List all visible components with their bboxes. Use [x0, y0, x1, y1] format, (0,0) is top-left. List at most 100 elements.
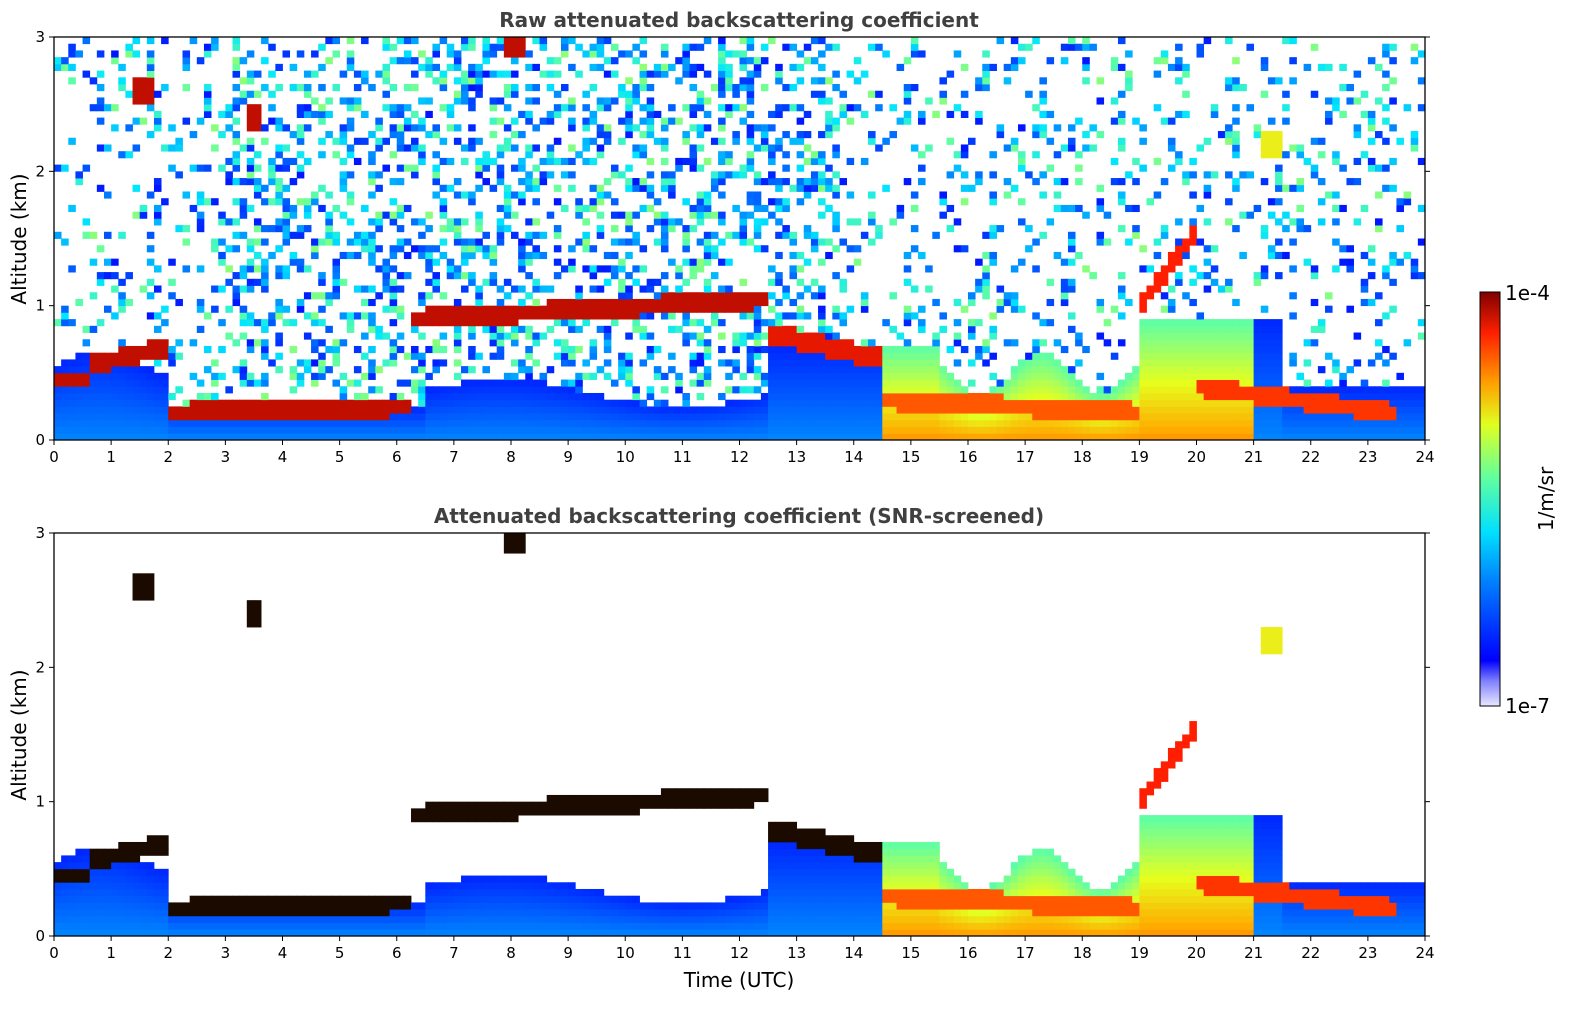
heatmap-cell: [725, 426, 733, 434]
heatmap-cell: [1289, 77, 1297, 85]
heatmap-cell: [496, 406, 505, 414]
heatmap-cell: [289, 419, 298, 427]
heatmap-cell: [282, 50, 291, 58]
heatmap-cell: [1096, 406, 1105, 414]
heatmap-cell: [118, 151, 126, 159]
x-tick-label: 19: [1130, 448, 1149, 466]
heatmap-cell: [275, 312, 283, 320]
heatmap-cell: [353, 426, 362, 434]
heatmap-cell: [375, 137, 383, 145]
heatmap-cell: [411, 379, 419, 387]
heatmap-cell: [503, 312, 512, 320]
heatmap-cell: [689, 366, 698, 374]
heatmap-cell: [368, 84, 376, 92]
heatmap-cell: [746, 137, 755, 145]
heatmap-cell: [746, 191, 755, 199]
heatmap-cell: [1339, 406, 1347, 414]
heatmap-cell: [610, 419, 619, 427]
heatmap-cell: [82, 386, 91, 394]
heatmap-cell: [82, 339, 91, 347]
heatmap-cell: [796, 137, 805, 145]
x-tick-label: 2: [163, 448, 173, 466]
heatmap-cell: [639, 285, 648, 293]
heatmap-cell: [153, 882, 162, 890]
heatmap-cell: [1103, 392, 1112, 401]
heatmap-cell: [603, 137, 612, 145]
heatmap-cell: [775, 379, 783, 387]
heatmap-cell: [796, 251, 805, 260]
heatmap-cell: [889, 131, 897, 139]
heatmap-cell: [296, 50, 305, 58]
heatmap-cell: [496, 218, 505, 226]
heatmap-cell: [882, 419, 890, 427]
heatmap-cell: [382, 137, 391, 145]
heatmap-cell: [1296, 225, 1305, 233]
heatmap-cell: [903, 433, 912, 440]
heatmap-cell: [1382, 104, 1390, 112]
heatmap-cell: [1189, 366, 1197, 374]
heatmap-cell: [903, 251, 912, 260]
heatmap-cell: [153, 285, 162, 293]
heatmap-cell: [503, 332, 512, 340]
heatmap-cell: [1325, 97, 1333, 105]
heatmap-cell: [1217, 359, 1226, 367]
heatmap-cell: [732, 84, 740, 92]
heatmap-cell: [346, 198, 355, 206]
heatmap-cell: [146, 63, 155, 71]
heatmap-cell: [68, 413, 76, 421]
heatmap-cell: [518, 433, 526, 440]
heatmap-cell: [982, 399, 990, 407]
heatmap-cell: [1003, 298, 1012, 307]
heatmap-cell: [246, 137, 255, 145]
heatmap-cell: [346, 379, 355, 387]
heatmap-cell: [175, 922, 183, 930]
heatmap-cell: [868, 426, 876, 434]
heatmap-cell: [868, 386, 876, 394]
heatmap-cell: [103, 855, 112, 863]
heatmap-cell: [375, 265, 383, 273]
heatmap-cell: [211, 426, 219, 434]
heatmap-cell: [1025, 406, 1033, 414]
heatmap-cell: [1417, 386, 1425, 394]
heatmap-cell: [996, 37, 1005, 45]
heatmap-cell: [625, 77, 633, 85]
heatmap-cell: [1267, 151, 1276, 159]
heatmap-cell: [646, 191, 655, 199]
heatmap-cell: [168, 929, 176, 936]
heatmap-cell: [75, 848, 83, 856]
heatmap-cell: [946, 426, 955, 434]
heatmap-cell: [346, 57, 355, 65]
heatmap-cell: [296, 131, 305, 139]
heatmap-cell: [768, 265, 776, 273]
heatmap-cell: [796, 379, 805, 387]
heatmap-cell: [1225, 37, 1233, 45]
heatmap-cell: [89, 848, 98, 856]
heatmap-cell: [689, 379, 698, 387]
heatmap-cell: [82, 359, 91, 367]
heatmap-cell: [875, 419, 883, 427]
heatmap-cell: [68, 359, 76, 367]
heatmap-cell: [403, 204, 412, 213]
heatmap-cell: [1367, 272, 1376, 280]
heatmap-cell: [710, 413, 719, 421]
heatmap-cell: [353, 392, 362, 401]
heatmap-cell: [660, 43, 669, 51]
heatmap-cell: [832, 366, 840, 374]
heatmap-cell: [546, 171, 555, 179]
heatmap-cell: [1246, 211, 1255, 219]
heatmap-cell: [818, 184, 826, 192]
heatmap-cell: [932, 339, 940, 347]
heatmap-cell: [839, 104, 848, 112]
heatmap-cell: [1082, 426, 1090, 434]
heatmap-cell: [103, 888, 112, 897]
heatmap-cell: [482, 50, 490, 58]
heatmap-cell: [1046, 379, 1055, 387]
heatmap-cell: [1360, 399, 1369, 407]
heatmap-cell: [325, 110, 333, 118]
heatmap-cell: [246, 90, 255, 98]
heatmap-cell: [1332, 204, 1340, 213]
heatmap-cell: [482, 399, 490, 407]
heatmap-cell: [718, 218, 726, 226]
heatmap-cell: [1196, 379, 1205, 387]
heatmap-cell: [275, 225, 283, 233]
